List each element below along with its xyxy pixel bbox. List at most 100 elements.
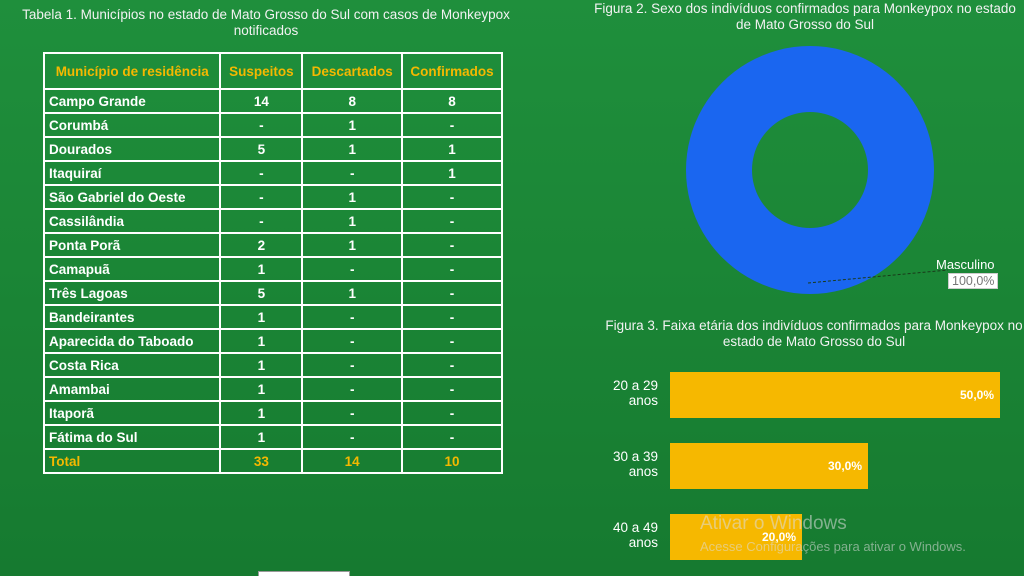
- table-row: Camapuã 1- -: [42, 256, 503, 282]
- header-confirmados: Confirmados: [401, 52, 503, 90]
- suspeitos-cell: -: [219, 184, 304, 210]
- suspeitos-cell: 1: [219, 304, 304, 330]
- table-row: Amambai 1- -: [42, 376, 503, 402]
- table-row: Três Lagoas 5 1-: [42, 280, 503, 306]
- header-municipio: Município de residência: [42, 52, 222, 90]
- descartados-cell: -: [301, 256, 404, 282]
- table-row: Cassilândia -1-: [42, 208, 503, 234]
- confirmados-cell: -: [401, 352, 503, 378]
- municipio-cell: Três Lagoas: [42, 280, 222, 306]
- confirmados-cell: -: [401, 184, 503, 210]
- suspeitos-cell: 1: [219, 400, 304, 426]
- confirmados-cell: -: [401, 208, 503, 234]
- table-row: Itaporã 1- -: [42, 400, 503, 426]
- municipio-cell: Camapuã: [42, 256, 222, 282]
- table-total-row: Total 33 14 10: [42, 448, 503, 474]
- table-header-row: Município de residência Suspeitos Descar…: [42, 52, 503, 90]
- table-row: Campo Grande 14 8 8: [42, 88, 503, 114]
- descartados-cell: 1: [301, 136, 404, 162]
- suspeitos-total: 33: [219, 448, 304, 474]
- confirmados-cell: -: [401, 256, 503, 282]
- confirmados-cell: -: [401, 376, 503, 402]
- figure3-title: Figura 3. Faixa etária dos indivíduos co…: [605, 318, 1023, 349]
- municipio-cell: São Gabriel do Oeste: [42, 184, 222, 210]
- bar: 30,0%: [670, 443, 868, 489]
- bar: 20,0%: [670, 514, 802, 560]
- suspeitos-cell: 1: [219, 256, 304, 282]
- municipio-cell: Bandeirantes: [42, 304, 222, 330]
- table-row: Corumbá -1-: [42, 112, 503, 138]
- descartados-cell: -: [301, 304, 404, 330]
- bar-category-label: 40 a 49 anos: [612, 520, 658, 550]
- confirmados-cell: 1: [401, 160, 503, 186]
- suspeitos-cell: 2: [219, 232, 304, 258]
- municipio-cell: Fátima do Sul: [42, 424, 222, 450]
- suspeitos-cell: 1: [219, 352, 304, 378]
- table-row: Ponta Porã 2 1-: [42, 232, 503, 258]
- confirmados-cell: -: [401, 304, 503, 330]
- municipalities-table: Município de residência Suspeitos Descar…: [42, 52, 503, 474]
- descartados-cell: 1: [301, 184, 404, 210]
- pie-category-label: Masculino: [936, 257, 995, 272]
- bar-value-label: 30,0%: [827, 459, 862, 473]
- bar-value-label: 50,0%: [959, 388, 994, 402]
- suspeitos-cell: 1: [219, 376, 304, 402]
- descartados-cell: -: [301, 352, 404, 378]
- confirmados-cell: -: [401, 328, 503, 354]
- bar-category-label: 20 a 29 anos: [612, 378, 658, 408]
- confirmados-total: 10: [401, 448, 503, 474]
- municipio-cell: Aparecida do Taboado: [42, 328, 222, 354]
- municipio-cell: Dourados: [42, 136, 222, 162]
- descartados-cell: -: [301, 424, 404, 450]
- descartados-cell: 1: [301, 280, 404, 306]
- descartados-cell: 8: [301, 88, 404, 114]
- confirmados-cell: -: [401, 112, 503, 138]
- descartados-cell: -: [301, 328, 404, 354]
- confirmados-cell: -: [401, 424, 503, 450]
- table-row: Itaquiraí - -1: [42, 160, 503, 186]
- header-descartados: Descartados: [301, 52, 404, 90]
- municipio-cell: Itaporã: [42, 400, 222, 426]
- suspeitos-cell: -: [219, 112, 304, 138]
- descartados-cell: -: [301, 160, 404, 186]
- bottom-edge-control[interactable]: [258, 571, 350, 576]
- descartados-cell: 1: [301, 232, 404, 258]
- suspeitos-cell: 5: [219, 280, 304, 306]
- donut-slice-masculino: [685, 46, 934, 294]
- header-suspeitos: Suspeitos: [219, 52, 304, 90]
- municipio-cell: Itaquiraí: [42, 160, 222, 186]
- municipio-cell: Corumbá: [42, 112, 222, 138]
- table-row: Costa Rica 1- -: [42, 352, 503, 378]
- confirmados-cell: 1: [401, 136, 503, 162]
- municipio-cell: Ponta Porã: [42, 232, 222, 258]
- descartados-cell: -: [301, 376, 404, 402]
- suspeitos-cell: 5: [219, 136, 304, 162]
- descartados-cell: 1: [301, 112, 404, 138]
- bar: 50,0%: [670, 372, 1000, 418]
- suspeitos-cell: 1: [219, 424, 304, 450]
- suspeitos-cell: -: [219, 208, 304, 234]
- table-row: Bandeirantes 1- -: [42, 304, 503, 330]
- pie-value-label: 100,0%: [948, 273, 999, 289]
- descartados-cell: -: [301, 400, 404, 426]
- table-row: Dourados 5 1 1: [42, 136, 503, 162]
- sex-donut-chart: [685, 46, 934, 294]
- total-label: Total: [42, 448, 222, 474]
- bar-value-label: 20,0%: [761, 530, 796, 544]
- confirmados-cell: -: [401, 400, 503, 426]
- descartados-total: 14: [301, 448, 404, 474]
- table-row: São Gabriel do Oeste -1-: [42, 184, 503, 210]
- table-row: Fátima do Sul 1- -: [42, 424, 503, 450]
- municipio-cell: Amambai: [42, 376, 222, 402]
- descartados-cell: 1: [301, 208, 404, 234]
- figure2-title: Figura 2. Sexo dos indivíduos confirmado…: [594, 1, 1016, 32]
- suspeitos-cell: -: [219, 160, 304, 186]
- municipio-cell: Campo Grande: [42, 88, 222, 114]
- activation-watermark-text: Acesse Configurações para ativar o Windo…: [700, 539, 966, 554]
- table-row: Aparecida do Taboado 1- -: [42, 328, 503, 354]
- municipio-cell: Costa Rica: [42, 352, 222, 378]
- municipio-cell: Cassilândia: [42, 208, 222, 234]
- confirmados-cell: 8: [401, 88, 503, 114]
- confirmados-cell: -: [401, 232, 503, 258]
- bar-category-label: 30 a 39 anos: [612, 449, 658, 479]
